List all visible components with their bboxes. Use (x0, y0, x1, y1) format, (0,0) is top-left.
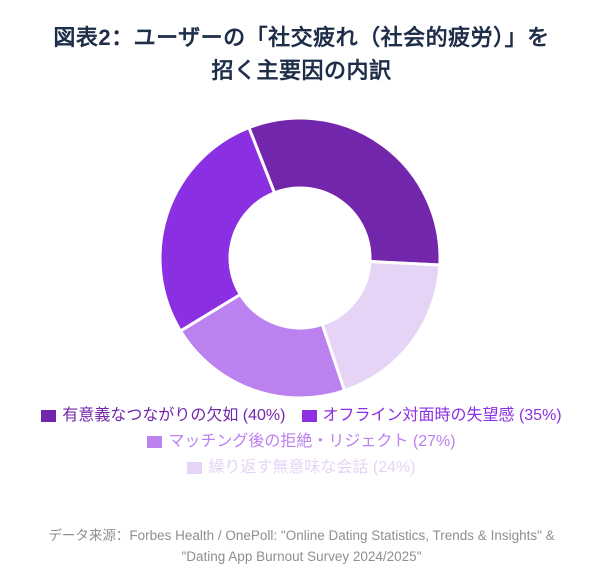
legend-item-lack-of-connection[interactable]: 有意義なつながりの欠如 (40%) (41, 403, 286, 428)
donut-segment-0[interactable] (247, 116, 442, 267)
legend-label: マッチング後の拒絶・リジェクト (27%) (168, 433, 456, 450)
donut-segment-3[interactable] (320, 260, 442, 393)
legend-swatch (187, 461, 203, 474)
chart-title-line2: 招く主要因の内訳 (211, 58, 392, 83)
legend-item-post-match-rejection[interactable]: マッチング後の拒絶・リジェクト (27%) (147, 429, 456, 454)
legend-row: 有意義なつながりの欠如 (40%) オフライン対面時の失望感 (35%) (41, 403, 562, 428)
legend-swatch (147, 435, 163, 448)
legend-label: 繰り返す無意味な会話 (24%) (208, 459, 416, 476)
chart-title: 図表2：ユーザーの「社交疲れ（社会的疲労）」を 招く主要因の内訳 (0, 21, 603, 87)
legend-row: 繰り返す無意味な会話 (24%) (187, 455, 416, 480)
legend-swatch (301, 409, 317, 422)
source-note: データ来源：Forbes Health / OnePoll: "Online D… (0, 525, 603, 567)
legend-item-meaningless-conversations[interactable]: 繰り返す無意味な会話 (24%) (187, 455, 416, 480)
chart-title-line1: 図表2：ユーザーの「社交疲れ（社会的疲労）」を (53, 25, 550, 50)
legend-label: 有意義なつながりの欠如 (40%) (62, 407, 286, 424)
donut-segment-2[interactable] (179, 292, 347, 400)
donut-segment-1[interactable] (158, 126, 276, 333)
donut-chart (158, 116, 442, 400)
chart-legend: 有意義なつながりの欠如 (40%) オフライン対面時の失望感 (35%) マッチ… (0, 403, 603, 480)
legend-item-offline-disappointment[interactable]: オフライン対面時の失望感 (35%) (301, 403, 562, 428)
legend-label: オフライン対面時の失望感 (35%) (322, 407, 562, 424)
legend-row: マッチング後の拒絶・リジェクト (27%) (147, 429, 456, 454)
source-note-text: データ来源：Forbes Health / OnePoll: "Online D… (48, 528, 555, 564)
legend-swatch (41, 409, 57, 422)
